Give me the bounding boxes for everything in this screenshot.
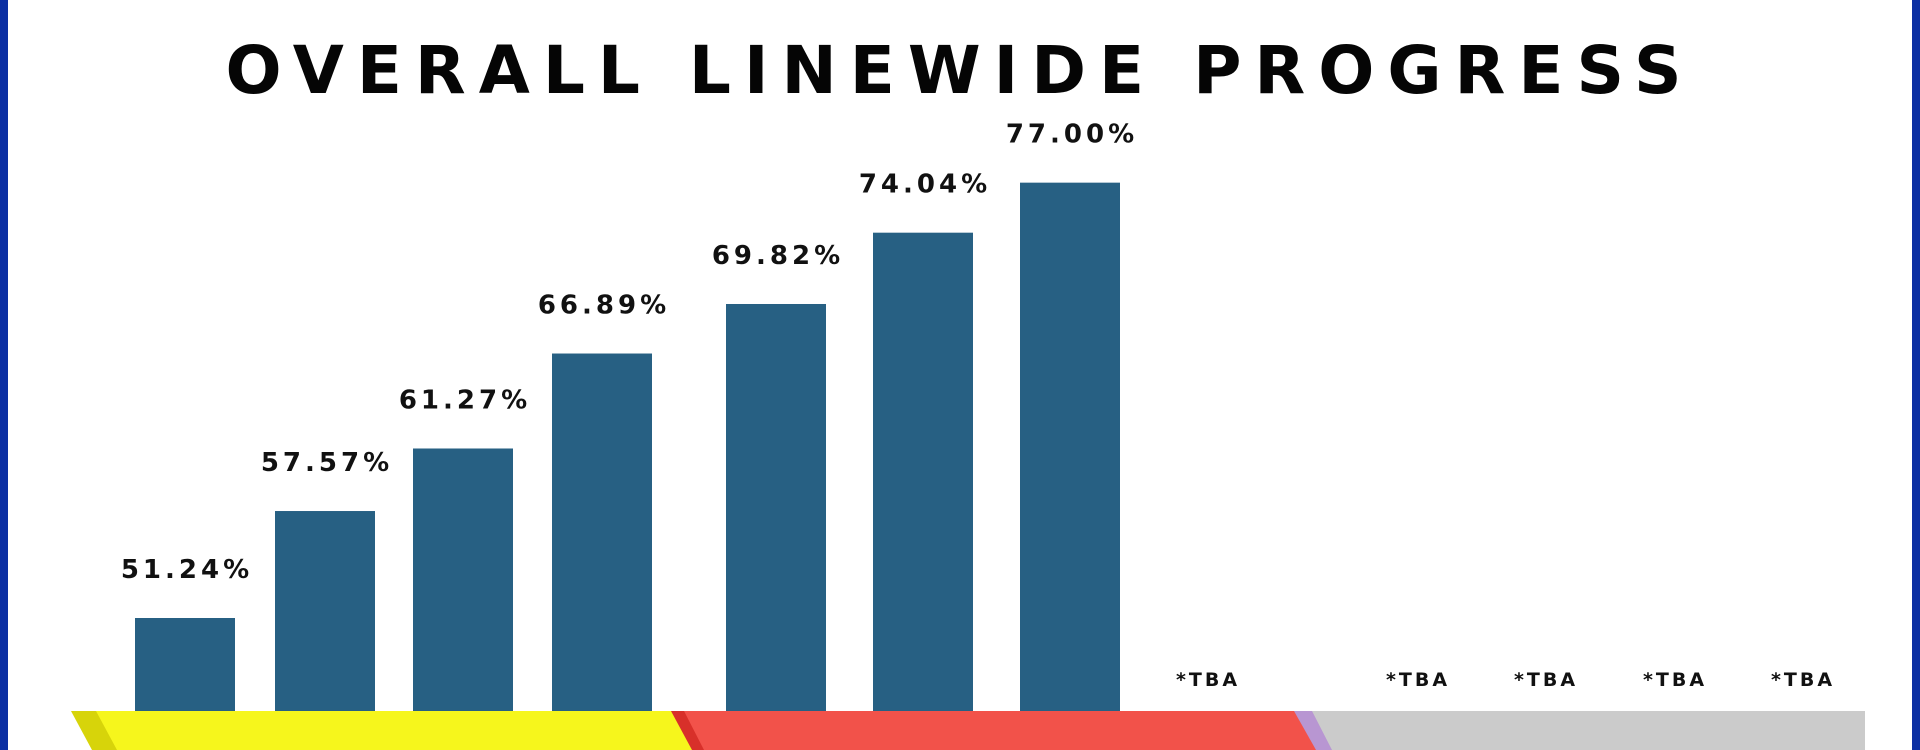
bar-6 xyxy=(873,233,973,711)
bar-3 xyxy=(413,448,513,711)
bar-value-label-1: 51.24% xyxy=(121,555,253,585)
bar-value-label-4: 66.89% xyxy=(538,291,670,321)
bar-7 xyxy=(1020,183,1120,711)
data-labels: 51.24% 57.57% 61.27% 66.89% 69.82% 74.04% 77.0… xyxy=(121,120,1835,691)
bar-1 xyxy=(135,618,235,711)
bar-series xyxy=(135,183,1120,711)
tba-label-12: *TBA xyxy=(1771,669,1835,691)
bar-value-label-3: 61.27% xyxy=(399,385,531,415)
band-gray xyxy=(1293,711,1865,750)
phase-bands xyxy=(71,711,1865,750)
bar-value-label-5: 69.82% xyxy=(712,241,844,271)
band-yellow xyxy=(92,711,692,750)
bar-2 xyxy=(275,511,375,711)
bar-value-label-2: 57.57% xyxy=(261,448,393,478)
tba-label-8: *TBA xyxy=(1176,669,1240,691)
tba-label-10: *TBA xyxy=(1514,669,1578,691)
bar-4 xyxy=(552,354,652,711)
bar-value-label-7: 77.00% xyxy=(1006,120,1138,150)
tba-label-9: *TBA xyxy=(1386,669,1450,691)
band-red xyxy=(673,711,1316,750)
bar-chart: 51.24% 57.57% 61.27% 66.89% 69.82% 74.04% 77.0… xyxy=(8,0,1912,750)
tba-label-11: *TBA xyxy=(1643,669,1707,691)
bar-5 xyxy=(726,304,826,711)
bar-value-label-6: 74.04% xyxy=(859,170,991,200)
